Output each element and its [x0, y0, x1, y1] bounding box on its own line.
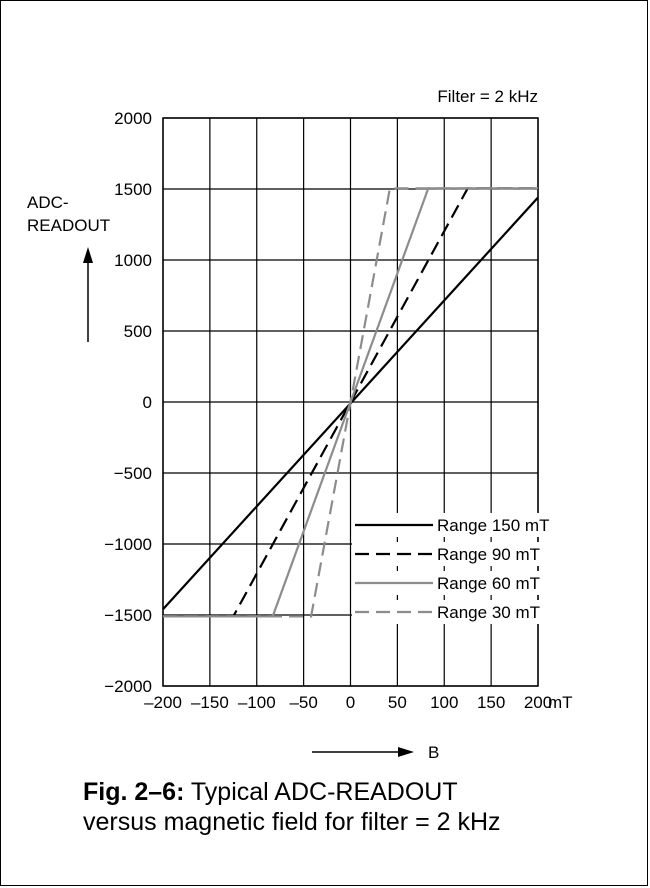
x-unit-label: mT	[548, 693, 573, 712]
x-tick-label: 0	[346, 693, 355, 712]
x-tick-label: –100	[238, 693, 276, 712]
y-axis-arrow-head	[83, 247, 93, 263]
x-tick-label: 150	[477, 693, 505, 712]
x-tick-label: 100	[430, 693, 458, 712]
y-tick-label: −1000	[104, 535, 152, 554]
legend-label-1: Range 150 mT	[437, 516, 549, 535]
x-axis-arrow-head	[398, 747, 414, 757]
legend-label-4: Range 30 mT	[437, 603, 540, 622]
x-axis-arrow-label: B	[428, 743, 439, 762]
y-tick-label: −500	[114, 464, 152, 483]
x-tick-label: 200	[524, 693, 552, 712]
x-tick-label: –150	[191, 693, 229, 712]
y-tick-label: 0	[143, 393, 152, 412]
x-tick-label: –50	[289, 693, 317, 712]
y-tick-label: 500	[124, 322, 152, 341]
series-line-4	[163, 187, 538, 618]
y-tick-label: 1500	[114, 180, 152, 199]
caption-label: Fig. 2–6:	[83, 778, 185, 806]
x-tick-label: 50	[388, 693, 407, 712]
x-tick-label: –200	[144, 693, 182, 712]
legend-label-3: Range 60 mT	[437, 574, 540, 593]
y-tick-label: −2000	[104, 677, 152, 696]
y-tick-label: 1000	[114, 251, 152, 270]
legend-label-2: Range 90 mT	[437, 545, 540, 564]
filter-annotation: Filter = 2 kHz	[437, 87, 538, 106]
caption-line-2: versus magnetic field for filter = 2 kHz	[83, 808, 501, 836]
caption-line-1: Typical ADC-READOUT	[184, 778, 458, 806]
y-tick-label: −1500	[104, 606, 152, 625]
y-tick-label: 2000	[114, 109, 152, 128]
y-axis-label-line-2: READOUT	[27, 216, 110, 235]
plot-border	[162, 117, 539, 687]
figure-caption: Fig. 2–6: Typical ADC-READOUT versus mag…	[83, 777, 623, 837]
y-axis-label-line-1: ADC-	[27, 193, 69, 212]
